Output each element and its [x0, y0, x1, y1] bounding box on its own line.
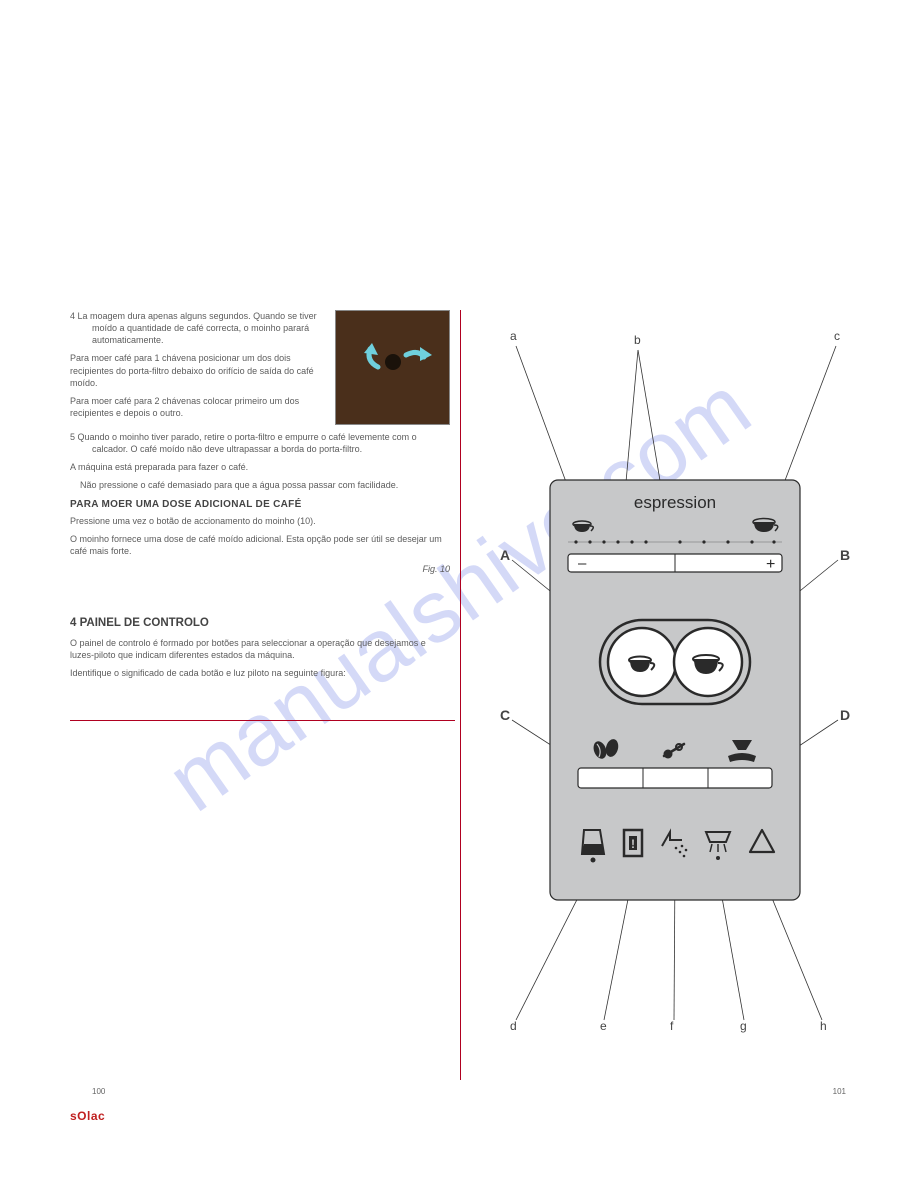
section-4-instruction: Identifique o significado de cada botão …: [70, 667, 450, 679]
press-warning-text: Não pressione o café demasiado para que …: [80, 479, 450, 491]
callout-label: b: [634, 333, 641, 347]
control-panel-body: espression: [550, 480, 800, 900]
callout-label: A: [500, 547, 510, 563]
panel-brand-text: espression: [634, 493, 716, 512]
grinder-photo: [335, 310, 450, 425]
ready-text: A máquina está preparada para fazer o ca…: [70, 461, 450, 473]
left-column: 4 La moagem dura apenas alguns segundos.…: [70, 310, 450, 686]
callout-label: h: [820, 1019, 827, 1033]
section-4-heading: 4 PAINEL DE CONTROLO: [70, 616, 450, 632]
callout-label: C: [500, 707, 510, 723]
step-5-text: 5 Quando o moinho tiver parado, retire o…: [92, 431, 450, 455]
extra-dose-note: O moinho fornece uma dose de café moído …: [70, 533, 450, 557]
right-column: a b c A B C D d e f g h: [470, 310, 870, 1050]
extra-dose-heading: Para moer uma dose adicional de café: [70, 498, 450, 512]
minus-symbol: –: [578, 555, 587, 572]
callout-label: d: [510, 1019, 517, 1033]
callout-label: B: [840, 547, 850, 563]
callout-label: f: [670, 1019, 674, 1033]
brand-logo: sOlac: [70, 1108, 105, 1124]
column-divider: [460, 310, 461, 1080]
figure-caption: Fig. 10: [70, 563, 450, 575]
section-4-intro: O painel de controlo é formado por botõe…: [70, 637, 450, 661]
svg-text:!: !: [631, 837, 635, 851]
callout-label: g: [740, 1019, 747, 1033]
control-panel-figure: a b c A B C D d e f g h: [470, 310, 870, 1050]
callout-label: e: [600, 1019, 607, 1033]
extra-dose-step: Pressione uma vez o botão de accionament…: [70, 515, 450, 527]
page-number-left: 100: [92, 1087, 105, 1098]
plus-symbol: +: [766, 556, 775, 573]
callout-label: D: [840, 707, 850, 723]
callout-label: a: [510, 329, 517, 343]
section-divider: [70, 720, 455, 721]
page-number-right: 101: [833, 1087, 846, 1098]
callout-label: c: [834, 329, 840, 343]
